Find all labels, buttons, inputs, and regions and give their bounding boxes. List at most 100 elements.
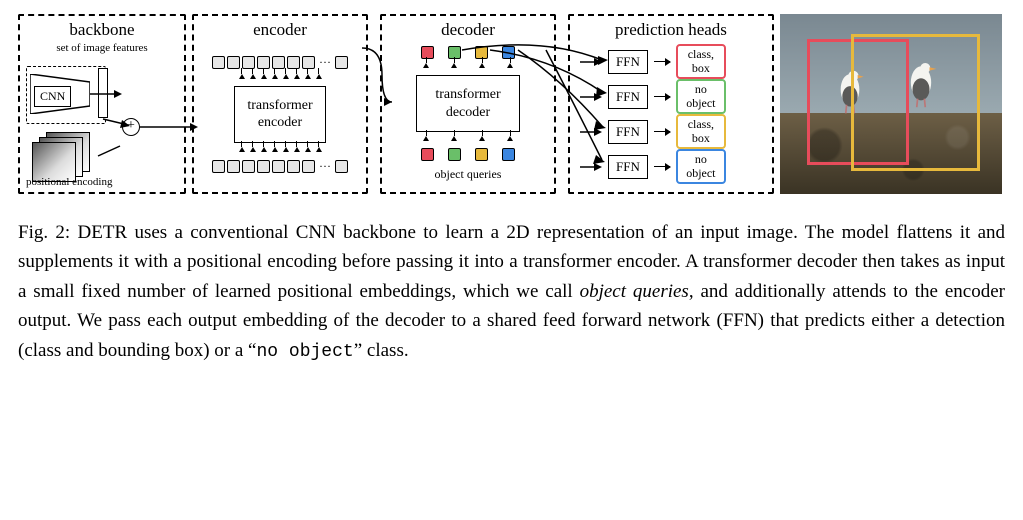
panel-backbone: backbone set of image features CNN + [18, 14, 186, 194]
arrow-up-icon [239, 147, 245, 152]
encoder-token [287, 56, 300, 69]
encoder-token [287, 160, 300, 173]
encoder-token [212, 56, 225, 69]
arrow-right-icon [654, 131, 670, 133]
arrow-right-icon [580, 127, 602, 137]
encoder-token [212, 160, 225, 173]
decoder-token-yellow [475, 148, 488, 161]
panel-encoder: encoder ··· transformer encoder ··· [192, 14, 368, 194]
pred-title: prediction heads [576, 20, 766, 40]
arrow-up-icon [239, 74, 245, 79]
pred-output-green: noobject [676, 79, 726, 113]
encoder-arrows-top [239, 74, 322, 82]
decoder-title: decoder [388, 20, 548, 40]
encoder-tokens-top: ··· [212, 55, 348, 70]
feature-vector-icon [98, 68, 108, 118]
decoder-tokens-top [421, 46, 515, 59]
arrow-up-icon [451, 63, 457, 68]
arrow-up-icon [423, 63, 429, 68]
arrow-backbone-to-encoder [140, 122, 200, 134]
positional-encoding-label: positional encoding [26, 176, 112, 188]
pred-output-red: class,box [676, 44, 726, 78]
decoder-token-blue [502, 148, 515, 161]
ellipsis-icon: ··· [317, 159, 333, 174]
figure-caption: Fig. 2: DETR uses a conventional CNN bac… [18, 218, 1005, 367]
arrow-up-icon [479, 63, 485, 68]
backbone-sub: set of image features [26, 42, 178, 54]
arrow-up-icon [305, 147, 311, 152]
encoder-token [242, 160, 255, 173]
decoder-token-red [421, 46, 434, 59]
pred-output-yellow: class,box [676, 114, 726, 148]
pred-body: FFN class,box FFN noobject FFN class,box FFN no… [576, 42, 766, 186]
prediction-row-green: FFN noobject [580, 79, 762, 113]
decoder-box: transformer decoder [416, 75, 519, 132]
decoder-body: transformer decoder object queries [388, 42, 548, 186]
arrow-up-icon [294, 147, 300, 152]
decoder-arrows-bottom [423, 136, 513, 144]
object-queries-label: object queries [435, 167, 502, 182]
panel-output-image [780, 14, 1002, 194]
panel-prediction-heads: prediction heads FFN class,box FFN noobject… [568, 14, 774, 194]
encoder-box-l2: encoder [258, 115, 302, 130]
decoder-box-l1: transformer [435, 87, 500, 102]
arrow-up-icon [261, 147, 267, 152]
arrow-pos-to-plus [98, 146, 126, 158]
arrow-up-icon [507, 136, 513, 141]
arrow-up-icon [316, 147, 322, 152]
encoder-token [335, 160, 348, 173]
prediction-row-blue: FFN noobject [580, 149, 762, 183]
arrow-up-icon [283, 74, 289, 79]
arrow-up-icon [261, 74, 267, 79]
encoder-token [272, 160, 285, 173]
plus-icon: + [122, 118, 140, 136]
encoder-box: transformer encoder [234, 86, 325, 143]
arrow-up-icon [250, 147, 256, 152]
encoder-box-l1: transformer [247, 98, 312, 113]
prediction-row-red: FFN class,box [580, 44, 762, 78]
arrow-right-icon [654, 166, 670, 168]
encoder-token [242, 56, 255, 69]
arrow-up-icon [316, 74, 322, 79]
encoder-token [302, 160, 315, 173]
prediction-row-yellow: FFN class,box [580, 114, 762, 148]
ffn-box: FFN [608, 50, 648, 74]
arrow-up-icon [250, 74, 256, 79]
decoder-token-green [448, 148, 461, 161]
ffn-box: FFN [608, 85, 648, 109]
encoder-tokens-bottom: ··· [212, 159, 348, 174]
decoder-token-green [448, 46, 461, 59]
decoder-token-blue [502, 46, 515, 59]
encoder-token [227, 56, 240, 69]
caption-fig-label: Fig. 2: [18, 222, 70, 243]
decoder-box-l2: decoder [446, 105, 490, 120]
decoder-arrows-top [423, 63, 513, 71]
panel-decoder: decoder transformer decoder object queri… [380, 14, 556, 194]
bounding-box-yellow [851, 34, 980, 171]
decoder-tokens-bottom [421, 148, 515, 161]
cnn-label: CNN [34, 86, 71, 107]
ffn-box: FFN [608, 120, 648, 144]
arrow-right-icon [654, 96, 670, 98]
arrow-up-icon [305, 74, 311, 79]
arrow-right-icon [580, 57, 602, 67]
encoder-token [302, 56, 315, 69]
arrow-up-icon [272, 147, 278, 152]
pred-output-blue: noobject [676, 149, 726, 183]
encoder-token [335, 56, 348, 69]
encoder-title: encoder [200, 20, 360, 40]
ffn-box: FFN [608, 155, 648, 179]
encoder-token [257, 160, 270, 173]
arrow-right-icon [580, 162, 602, 172]
arrow-right-icon [654, 61, 670, 63]
backbone-body: CNN + positional encoding [26, 54, 178, 186]
arrow-up-icon [507, 63, 513, 68]
encoder-body: ··· transformer encoder ··· [200, 42, 360, 186]
arrow-up-icon [283, 147, 289, 152]
encoder-token [227, 160, 240, 173]
arrow-up-icon [479, 136, 485, 141]
arrow-up-icon [451, 136, 457, 141]
arrow-up-icon [294, 74, 300, 79]
arrow-up-icon [272, 74, 278, 79]
encoder-arrows-bottom [239, 147, 322, 155]
